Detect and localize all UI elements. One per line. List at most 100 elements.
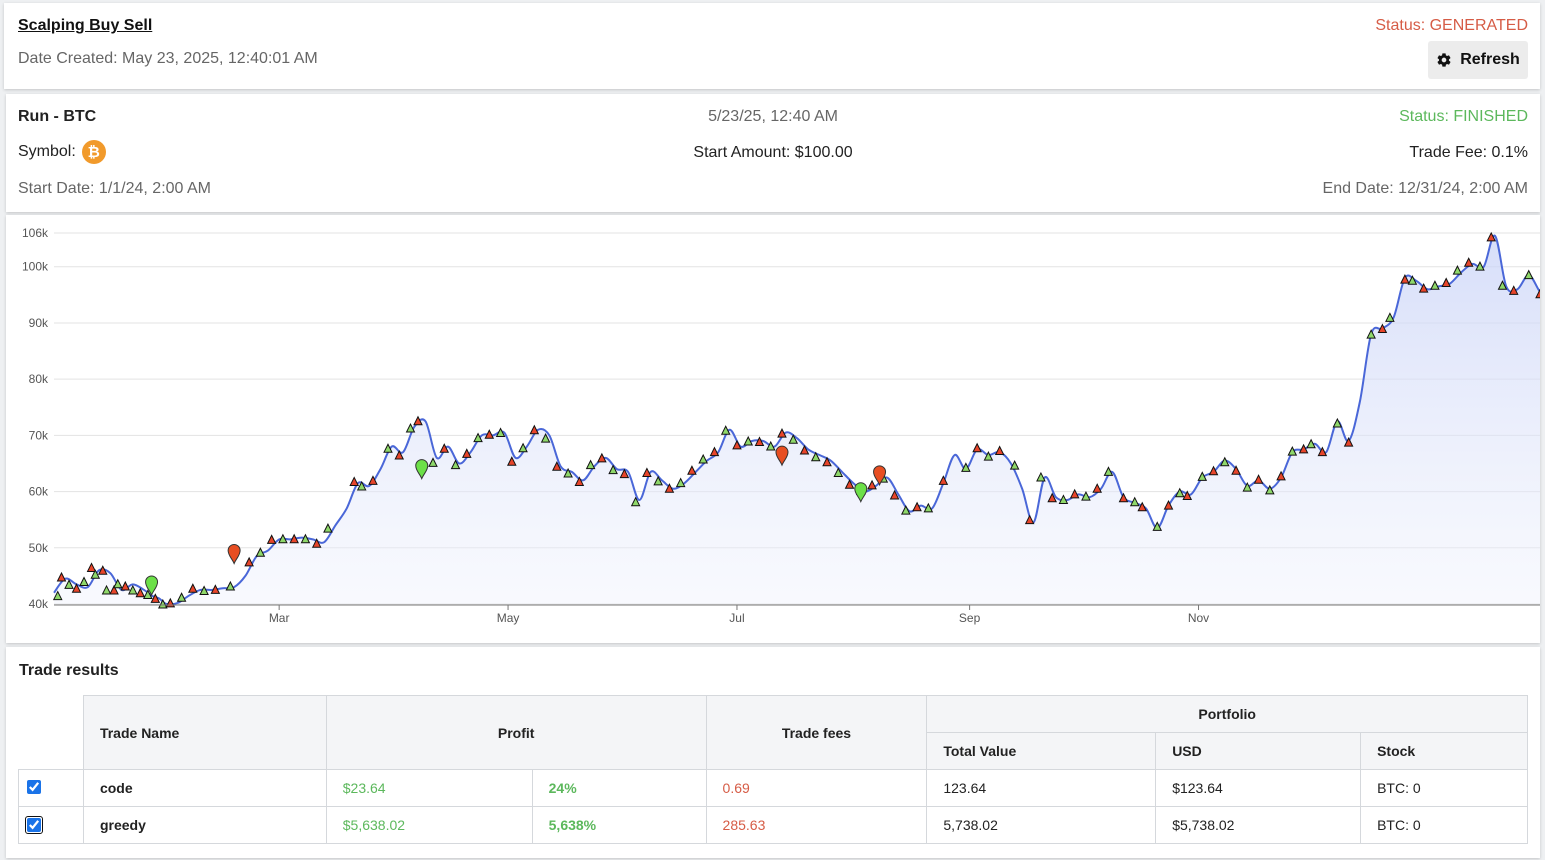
marker-triangle bbox=[552, 461, 562, 471]
trade-marker bbox=[574, 476, 585, 486]
marker-triangle bbox=[1287, 445, 1298, 456]
marker-triangle bbox=[90, 569, 101, 579]
trade-marker bbox=[1265, 484, 1275, 495]
marker-triangle bbox=[777, 427, 787, 438]
marker-triangle bbox=[912, 501, 922, 512]
refresh-label: Refresh bbox=[1460, 51, 1520, 68]
marker-triangle bbox=[112, 578, 123, 589]
total-value-header: Total Value bbox=[926, 732, 1157, 770]
marker-triangle bbox=[972, 442, 982, 453]
trade-marker bbox=[1092, 483, 1103, 493]
trade-marker bbox=[1174, 487, 1185, 498]
row-checkbox-code[interactable] bbox=[27, 779, 41, 794]
marker-triangle bbox=[97, 565, 108, 575]
marker-triangle bbox=[135, 587, 146, 598]
y-tick-label: 70k bbox=[29, 428, 49, 442]
y-tick-label: 106k bbox=[22, 226, 49, 240]
marker-triangle bbox=[1523, 269, 1534, 280]
table-row[interactable]: code $23.64 24% 0.69 123.64 $123.64 BTC:… bbox=[18, 769, 1528, 807]
marker-triangle bbox=[428, 457, 438, 467]
marker-triangle bbox=[675, 477, 686, 488]
trade-marker bbox=[552, 461, 562, 471]
marker-triangle bbox=[52, 590, 63, 601]
marker-triangle bbox=[983, 451, 994, 461]
row-select-cell[interactable] bbox=[18, 769, 84, 807]
trade-marker bbox=[563, 467, 573, 478]
marker-triangle bbox=[1058, 494, 1069, 504]
trade-marker bbox=[165, 597, 176, 608]
marker-triangle bbox=[300, 533, 311, 544]
trade-marker bbox=[765, 440, 776, 451]
trade-marker bbox=[923, 502, 934, 513]
trade-marker bbox=[1081, 490, 1091, 501]
price-chart[interactable]: 40k 50k 60k 70k 80k 90k 100k 106k Mar May Jul Sep No… bbox=[6, 215, 1545, 643]
refresh-button[interactable]: Refresh bbox=[1428, 41, 1528, 79]
trade-marker bbox=[1152, 521, 1163, 531]
trade-marker bbox=[1208, 465, 1219, 476]
trade-marker bbox=[912, 501, 922, 512]
price-chart-card: 40k 50k 60k 70k 80k 90k 100k 106k Mar May Jul Sep No… bbox=[6, 215, 1545, 643]
portfolio-header: Portfolio bbox=[926, 695, 1528, 733]
pin-shape bbox=[415, 459, 429, 480]
trade-marker bbox=[450, 459, 461, 470]
marker-triangle bbox=[1047, 492, 1057, 503]
trade-marker bbox=[1163, 499, 1174, 510]
trade-marker bbox=[810, 451, 821, 462]
marker-triangle bbox=[1385, 312, 1395, 322]
table-row[interactable]: greedy $5,638.02 5,638% 285.63 5,738.02 … bbox=[18, 806, 1528, 844]
trade-marker bbox=[101, 584, 112, 595]
marker-triangle bbox=[71, 583, 82, 593]
trade-results-table: Trade Name Profit Trade fees Portfolio T… bbox=[18, 695, 1528, 844]
trade-marker bbox=[428, 457, 438, 467]
x-tick-label: Nov bbox=[1188, 611, 1209, 625]
marker-triangle bbox=[64, 579, 74, 589]
trade-marker bbox=[1475, 261, 1485, 271]
total-value-cell: 123.64 bbox=[926, 769, 1157, 807]
trade-marker bbox=[1036, 471, 1046, 482]
trade-pin-icon bbox=[227, 544, 241, 565]
marker-triangle bbox=[732, 439, 742, 450]
trade-marker bbox=[225, 580, 236, 591]
marker-triangle bbox=[1103, 466, 1114, 476]
trade-marker bbox=[112, 578, 123, 589]
trade-marker bbox=[1385, 312, 1395, 322]
trade-marker bbox=[56, 571, 67, 582]
trade-marker bbox=[754, 436, 765, 447]
trade-marker bbox=[150, 593, 161, 603]
trade-marker bbox=[938, 475, 949, 485]
stock-cell: BTC: 0 bbox=[1360, 769, 1528, 807]
marker-triangle bbox=[56, 571, 67, 582]
marker-triangle bbox=[698, 453, 708, 464]
trade-marker bbox=[1306, 438, 1316, 449]
marker-triangle bbox=[1092, 483, 1103, 493]
row-select-cell[interactable] bbox=[18, 806, 84, 844]
y-tick-label: 90k bbox=[29, 316, 49, 330]
marker-triangle bbox=[938, 475, 949, 485]
x-tick-label: Jul bbox=[729, 611, 744, 625]
profit-cell: $23.64 bbox=[325, 769, 533, 807]
marker-triangle bbox=[1081, 490, 1091, 501]
trade-marker bbox=[1332, 417, 1343, 428]
y-tick-label: 80k bbox=[29, 372, 49, 386]
trade-marker bbox=[1103, 466, 1114, 476]
date-created: Date Created: May 23, 2025, 12:40:01 AM bbox=[18, 50, 318, 67]
marker-triangle bbox=[1497, 280, 1508, 290]
marker-triangle bbox=[1265, 484, 1275, 495]
marker-triangle bbox=[323, 522, 333, 533]
price-area bbox=[54, 235, 1545, 605]
strategy-title-link[interactable]: Scalping Buy Sell bbox=[18, 17, 153, 34]
trade-marker bbox=[383, 443, 393, 453]
marker-triangle bbox=[1452, 264, 1463, 275]
marker-triangle bbox=[720, 425, 731, 435]
trade-marker bbox=[698, 453, 708, 464]
trade-marker bbox=[79, 576, 89, 587]
trade-marker bbox=[1129, 496, 1140, 507]
marker-triangle bbox=[1069, 488, 1080, 499]
marker-triangle bbox=[120, 580, 131, 591]
marker-triangle bbox=[574, 476, 585, 486]
trade-marker bbox=[1298, 443, 1309, 454]
row-checkbox-greedy[interactable] bbox=[27, 817, 41, 832]
marker-triangle bbox=[1009, 460, 1020, 470]
marker-triangle bbox=[709, 446, 720, 457]
trade-marker bbox=[867, 479, 877, 490]
